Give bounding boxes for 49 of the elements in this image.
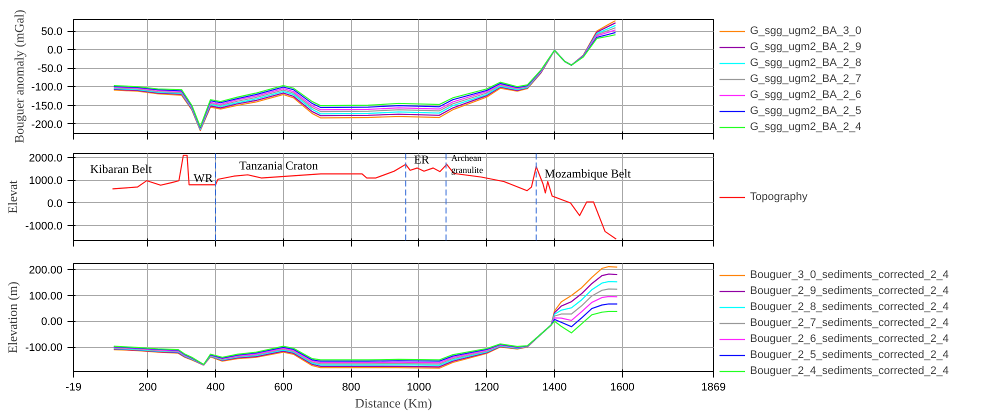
x-tick-label: 1000 [406, 382, 432, 394]
y-tick-label: 1000.0 [28, 175, 63, 188]
legend-label: Topography [750, 190, 808, 202]
legend-label: Bouguer_3_0_sediments_corrected_2_4 [750, 269, 949, 281]
y-tick-label: 2000.0 [28, 152, 63, 165]
y-tick-label: 50.0 [41, 26, 63, 38]
y-tick-label: -100.00 [25, 342, 63, 354]
y-tick-label: 0.0 [47, 44, 63, 57]
y-tick-label: -150.0 [31, 100, 63, 112]
legend-label: G_sgg_ugm2_BA_3_0 [750, 25, 862, 37]
legend-label: Bouguer_2_9_sediments_corrected_2_4 [750, 285, 949, 297]
legend-label: Bouguer_2_4_sediments_corrected_2_4 [750, 365, 949, 377]
x-tick-label: 1200 [474, 382, 499, 394]
x-tick-label: 1600 [610, 382, 635, 394]
x-tick-label: -19 [66, 382, 82, 394]
annotation: Mozambique Belt [544, 166, 632, 181]
x-axis-title: Distance (Km) [355, 396, 432, 410]
annotation: Kibaran Belt [90, 162, 152, 176]
x-tick-label: 800 [342, 382, 360, 394]
x-tick-label: 1869 [701, 382, 726, 394]
y-tick-label: -200.0 [31, 118, 63, 131]
legend-label: G_sgg_ugm2_BA_2_7 [750, 73, 862, 85]
y-tick-label: -1000.0 [25, 220, 63, 233]
x-tick-label: 400 [206, 382, 225, 394]
annotation: Tanzania Craton [239, 158, 318, 173]
x-tick-label: 600 [274, 382, 293, 394]
legend-label: G_sgg_ugm2_BA_2_8 [750, 57, 862, 69]
x-tick-label: 200 [138, 382, 157, 394]
y-axis-title: Bouguer anomaly (mGal) [11, 10, 26, 144]
x-tick-label: 1400 [542, 382, 567, 394]
legend-label: G_sgg_ugm2_BA_2_5 [750, 105, 862, 117]
y-tick-label: 0.00 [41, 316, 63, 328]
annotation: Archean granulite [451, 152, 484, 175]
y-axis-title: Elevat [5, 180, 20, 214]
annotation: ER [414, 152, 430, 167]
legend-label: Bouguer_2_8_sediments_corrected_2_4 [750, 301, 949, 313]
legend-label: Bouguer_2_6_sediments_corrected_2_4 [750, 333, 949, 345]
y-tick-label: -100.0 [31, 82, 63, 94]
annotation: WR [194, 170, 213, 185]
legend-label: G_sgg_ugm2_BA_2_6 [750, 89, 862, 101]
y-tick-label: 100.00 [28, 290, 63, 302]
y-tick-label: 0.0 [47, 198, 63, 210]
legend-label: Bouguer_2_5_sediments_corrected_2_4 [750, 349, 949, 361]
legend-label: G_sgg_ugm2_BA_2_9 [750, 41, 862, 53]
legend-label: Bouguer_2_7_sediments_corrected_2_4 [750, 317, 949, 329]
legend-label: G_sgg_ugm2_BA_2_4 [750, 121, 862, 133]
y-axis-title: Elevation (m) [5, 282, 20, 354]
y-tick-label: -50.0 [37, 63, 63, 76]
y-tick-label: 200.00 [28, 264, 63, 277]
